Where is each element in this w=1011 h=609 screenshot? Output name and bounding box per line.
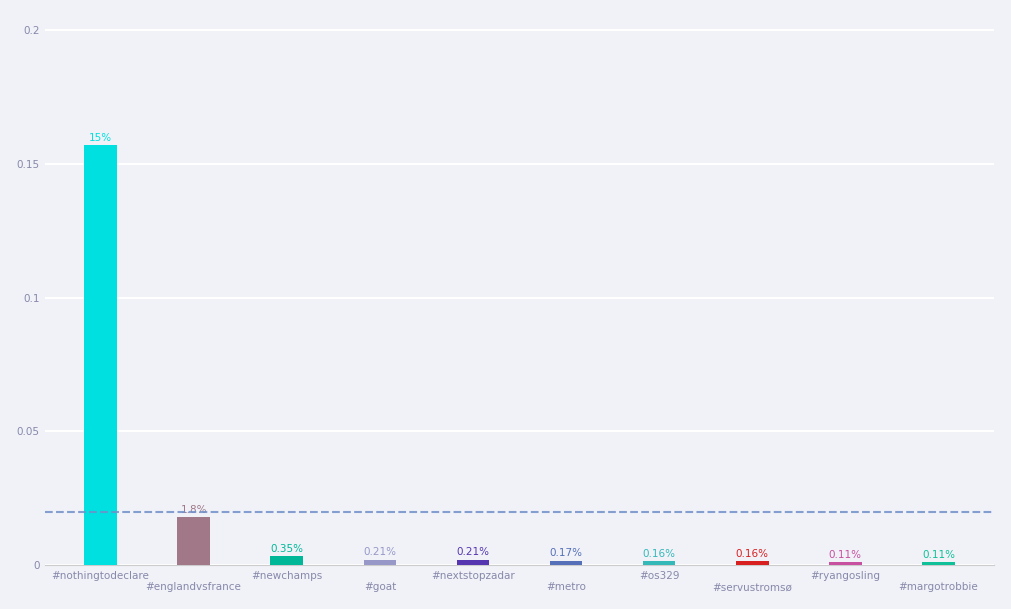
Bar (829, 562, 861, 565)
Bar (643, 561, 675, 565)
Text: 0.16%: 0.16% (643, 549, 675, 558)
Bar (177, 517, 210, 565)
Text: 0.21%: 0.21% (456, 547, 489, 557)
Bar (270, 556, 303, 565)
Bar (736, 561, 768, 565)
Text: 1.8%: 1.8% (180, 505, 207, 515)
Text: 0.21%: 0.21% (363, 547, 396, 557)
Text: 0.35%: 0.35% (270, 544, 303, 554)
Text: 15%: 15% (89, 133, 112, 143)
Text: 0.17%: 0.17% (550, 549, 582, 558)
Bar (922, 562, 954, 565)
Text: 0.16%: 0.16% (736, 549, 768, 558)
Text: 0.11%: 0.11% (829, 550, 861, 560)
Bar (364, 560, 396, 565)
Text: 0.11%: 0.11% (922, 550, 955, 560)
Bar (84, 145, 117, 565)
Bar (550, 561, 582, 565)
Bar (457, 560, 489, 565)
